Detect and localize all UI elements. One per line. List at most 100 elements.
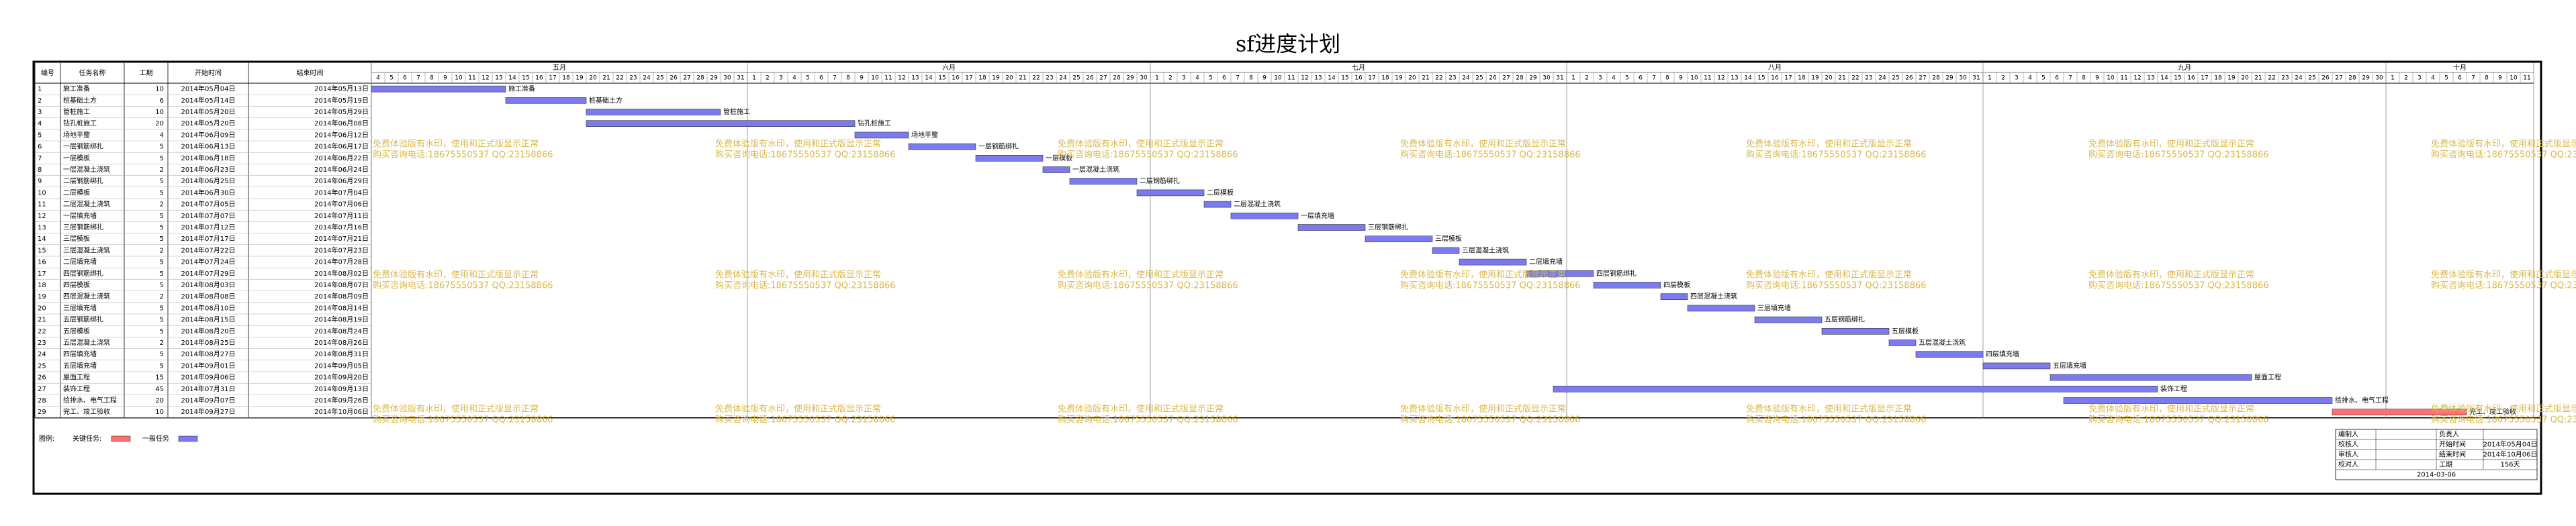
- day-label: 4: [2431, 75, 2435, 82]
- day-label: 10: [455, 75, 463, 82]
- task-end: 2014年08月19日: [314, 315, 369, 324]
- watermark: 免费体验版有水印，使用和正式版显示正常: [373, 139, 539, 150]
- watermark: 购买咨询电话:18675550537 QQ:23158866: [1058, 150, 1238, 160]
- watermark: 购买咨询电话:18675550537 QQ:23158866: [1058, 280, 1238, 291]
- task-end: 2014年05月13日: [314, 85, 369, 93]
- bar-label: 一层混凝土浇筑: [1072, 165, 1119, 174]
- task-end: 2014年07月06日: [314, 200, 369, 209]
- day-label: 26: [1086, 75, 1094, 82]
- task-start: 2014年07月29日: [181, 269, 236, 278]
- task-id: 13: [38, 224, 46, 231]
- day-label: 9: [443, 75, 447, 82]
- bar-label: 二层钢筋绑扎: [1140, 176, 1180, 185]
- day-label: 10: [871, 75, 879, 82]
- task-name: 一层钢筋绑扎: [63, 142, 103, 151]
- watermark: 购买咨询电话:18675550537 QQ:23158866: [1746, 280, 1927, 291]
- day-label: 21: [2254, 75, 2262, 82]
- bar-label: 一层钢筋绑扎: [978, 142, 1019, 151]
- day-label: 21: [1838, 75, 1845, 82]
- day-label: 8: [846, 75, 850, 82]
- task-name: 五层模板: [63, 327, 90, 335]
- day-label: 29: [1529, 75, 1537, 82]
- day-label: 7: [1652, 75, 1656, 82]
- day-label: 22: [1435, 75, 1442, 82]
- task-bar: [1230, 212, 1299, 219]
- task-end: 2014年08月31日: [314, 350, 369, 358]
- day-label: 14: [2160, 75, 2168, 82]
- day-label: 10: [1274, 75, 1282, 82]
- task-id: 12: [38, 213, 46, 220]
- day-label: 5: [1209, 75, 1213, 82]
- task-duration: 5: [160, 189, 164, 197]
- task-end: 2014年06月12日: [314, 130, 369, 139]
- task-id: 25: [38, 362, 46, 370]
- watermark: 购买咨询电话:18675550537 QQ:23158866: [715, 415, 896, 425]
- bar-label: 五层混凝土浇筑: [1919, 338, 1966, 347]
- watermark: 免费体验版有水印，使用和正式版显示正常: [2088, 139, 2254, 150]
- column-header: 工期: [140, 69, 153, 77]
- watermark: 购买咨询电话:18675550537 QQ:23158866: [2431, 280, 2576, 291]
- day-label: 27: [1919, 75, 1926, 82]
- watermark: 购买咨询电话:18675550537 QQ:23158866: [2431, 150, 2576, 160]
- task-start: 2014年08月15日: [181, 315, 236, 324]
- task-bar: [1042, 166, 1070, 173]
- day-label: 6: [2055, 75, 2059, 82]
- task-duration: 20: [155, 120, 164, 127]
- day-label: 2: [2404, 75, 2408, 82]
- task-id: 18: [38, 282, 46, 289]
- month-label: 十月: [2453, 63, 2467, 72]
- task-duration: 45: [155, 386, 164, 393]
- task-name: 四层混凝土浇筑: [63, 292, 110, 301]
- task-end: 2014年05月29日: [314, 107, 369, 116]
- task-id: 17: [38, 270, 46, 278]
- watermark: 购买咨询电话:18675550537 QQ:23158866: [715, 150, 896, 160]
- task-end: 2014年09月13日: [314, 384, 369, 393]
- info-label: 编制人: [2338, 430, 2358, 439]
- task-id: 5: [38, 132, 42, 139]
- task-id: 23: [38, 339, 46, 347]
- watermark: 免费体验版有水印，使用和正式版显示正常: [715, 404, 881, 415]
- task-name: 施工准备: [63, 85, 90, 93]
- day-label: 17: [965, 75, 972, 82]
- day-label: 7: [2068, 75, 2072, 82]
- day-label: 17: [549, 75, 556, 82]
- task-name: 一层填充墙: [63, 211, 97, 220]
- task-bar: [1754, 316, 1823, 323]
- day-label: 27: [2335, 75, 2342, 82]
- task-id: 4: [38, 120, 42, 127]
- task-end: 2014年06月24日: [314, 165, 369, 174]
- chart-title: sf进度计划: [1236, 32, 1340, 57]
- task-start: 2014年09月27日: [181, 407, 236, 416]
- task-start: 2014年08月10日: [181, 303, 236, 312]
- day-label: 25: [1475, 75, 1483, 82]
- task-start: 2014年07月31日: [181, 384, 236, 393]
- task-name: 三层模板: [63, 234, 90, 243]
- day-label: 26: [1905, 75, 1913, 82]
- day-label: 14: [925, 75, 933, 82]
- task-id: 28: [38, 397, 46, 405]
- day-label: 10: [2107, 75, 2115, 82]
- info-label: 负责人: [2439, 430, 2459, 439]
- day-label: 14: [1744, 75, 1752, 82]
- task-id: 1: [38, 86, 42, 93]
- day-label: 26: [2321, 75, 2330, 82]
- watermark: 免费体验版有水印，使用和正式版显示正常: [1058, 139, 1224, 150]
- bar-label: 五层模板: [1892, 327, 1919, 335]
- day-label: 21: [602, 75, 610, 82]
- task-id: 3: [38, 109, 42, 116]
- bar-label: 给排水、电气工程: [2335, 396, 2389, 405]
- task-start: 2014年06月23日: [181, 165, 236, 174]
- day-label: 5: [2444, 75, 2448, 82]
- watermark: 免费体验版有水印，使用和正式版显示正常: [715, 270, 881, 280]
- task-name: 五层填充墙: [63, 361, 97, 370]
- task-start: 2014年07月12日: [181, 223, 236, 231]
- day-label: 22: [1032, 75, 1040, 82]
- frame: [32, 60, 2542, 495]
- bar-label: 三层钢筋绑扎: [1368, 223, 1408, 231]
- month-label: 八月: [1768, 64, 1782, 72]
- task-name: 五层钢筋绑扎: [63, 315, 103, 324]
- task-end: 2014年07月21日: [314, 234, 369, 243]
- task-start: 2014年09月01日: [181, 361, 236, 370]
